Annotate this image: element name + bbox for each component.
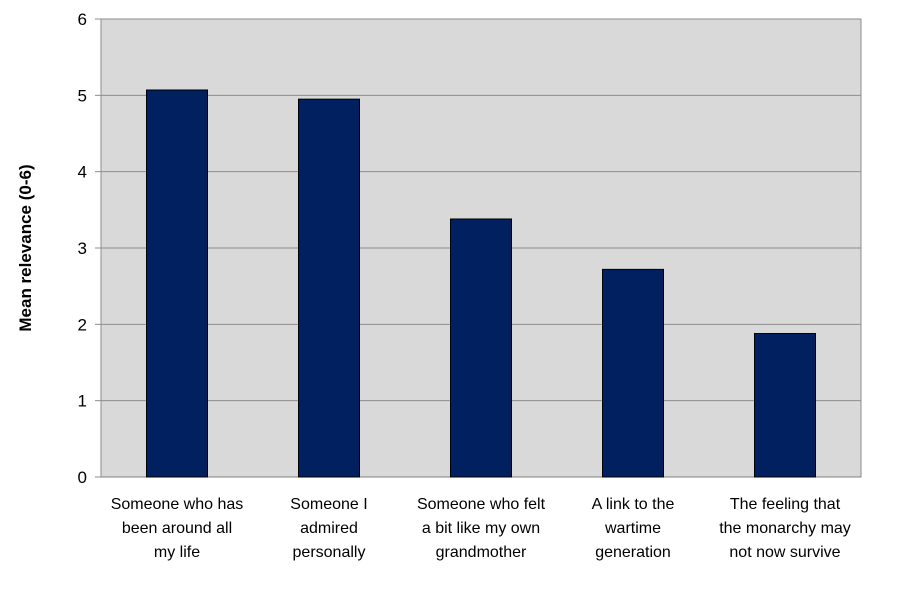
y-tick-labels: 0 1 2 3 4 5 6 xyxy=(78,10,87,487)
x-category-label: personally xyxy=(293,544,366,561)
x-category-label: wartime xyxy=(604,520,661,537)
bars xyxy=(146,89,816,478)
y-tick-label: 6 xyxy=(78,10,87,29)
x-category-label: my life xyxy=(154,544,200,561)
y-tick-label: 3 xyxy=(78,239,87,258)
bar xyxy=(450,218,512,478)
bar xyxy=(754,332,816,478)
x-category-label: Someone I xyxy=(290,496,367,513)
y-tick-label: 1 xyxy=(78,392,87,411)
bar xyxy=(298,98,360,478)
x-category-label: Someone who felt xyxy=(417,496,546,513)
y-tick-label: 0 xyxy=(78,468,87,487)
x-category-label: been around all xyxy=(122,520,232,537)
y-axis-title: Mean relevance (0-6) xyxy=(16,164,35,331)
gridlines xyxy=(95,18,861,478)
bar xyxy=(146,89,208,478)
y-tick-label: 5 xyxy=(78,86,87,105)
y-tick-label: 2 xyxy=(78,315,87,334)
x-category-label: generation xyxy=(595,544,671,561)
y-tick-label: 4 xyxy=(78,163,87,182)
x-category-label: not now survive xyxy=(729,544,840,561)
x-category-label: a bit like my own xyxy=(422,520,540,537)
x-category-label: The feeling that xyxy=(730,496,841,513)
bar xyxy=(602,268,664,478)
x-category-label: the monarchy may xyxy=(719,520,851,537)
x-category-label: Someone who has xyxy=(111,496,244,513)
x-category-label: grandmother xyxy=(436,544,527,561)
x-category-labels: Someone who has been around all my life Som… xyxy=(111,496,851,561)
x-category-label: admired xyxy=(300,520,358,537)
x-category-label: A link to the xyxy=(592,496,675,513)
